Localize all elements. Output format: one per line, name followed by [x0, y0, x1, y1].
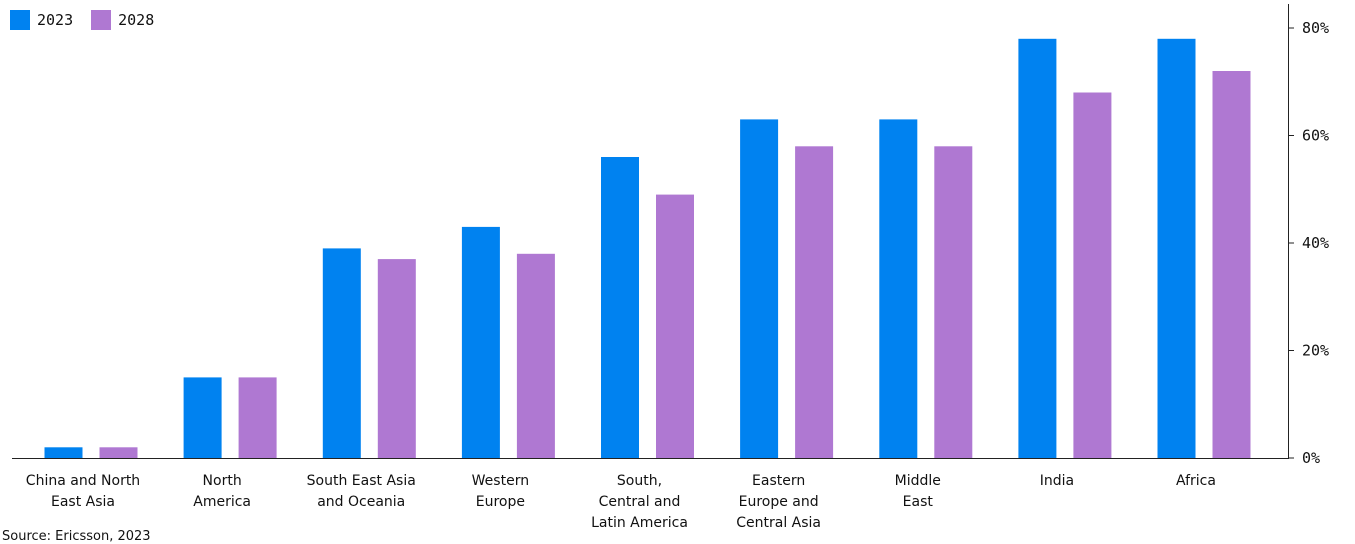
y-tick-label-4: 80%	[1302, 19, 1329, 37]
y-tick-label-0: 0%	[1302, 449, 1320, 467]
y-tick-label-1: 20%	[1302, 342, 1329, 360]
category-label-2: South East Asia and Oceania	[307, 473, 416, 510]
category-label-3: Western Europe	[472, 473, 529, 510]
y-tick-label-3: 60%	[1302, 127, 1329, 145]
source-note: Source: Ericsson, 2023	[2, 529, 151, 544]
legend-swatch-2023	[10, 10, 30, 30]
bar-2023-7	[1018, 38, 1057, 459]
bar-2028-3	[516, 253, 555, 459]
bar-2028-8	[1212, 71, 1251, 458]
bar-2023-0	[44, 447, 83, 459]
category-label-6: Middle East	[895, 473, 941, 510]
legend-item-2028: 2028	[91, 10, 154, 30]
bar-2023-5	[740, 119, 779, 459]
bar-2023-1	[183, 377, 222, 458]
bar-2028-4	[656, 194, 694, 458]
category-label-5: Eastern Europe and Central Asia	[736, 473, 821, 531]
bar-2028-0	[99, 447, 138, 459]
category-label-1: North America	[193, 473, 251, 510]
bar-2023-8	[1157, 38, 1196, 459]
category-label-7: India	[1040, 473, 1074, 489]
category-label-8: Africa	[1176, 473, 1216, 489]
bar-2023-4	[601, 157, 639, 458]
category-label-4: South, Central and Latin America	[591, 473, 688, 531]
legend-item-2023: 2023	[10, 10, 73, 30]
legend-swatch-2028	[91, 10, 112, 30]
bar-2028-2	[377, 259, 416, 458]
bar-2028-7	[1073, 92, 1112, 458]
bar-2023-6	[879, 119, 918, 459]
bar-2028-6	[934, 146, 973, 459]
category-label-0: China and North East Asia	[26, 473, 140, 510]
legend: 2023 2028	[10, 10, 154, 30]
legend-label-2023: 2023	[37, 11, 74, 29]
bar-2023-2	[322, 248, 361, 458]
bar-2023-3	[461, 226, 500, 458]
legend-label-2028: 2028	[118, 11, 155, 29]
bar-2028-1	[238, 377, 277, 458]
bar-2028-5	[795, 146, 834, 459]
y-tick-label-2: 40%	[1302, 234, 1329, 252]
